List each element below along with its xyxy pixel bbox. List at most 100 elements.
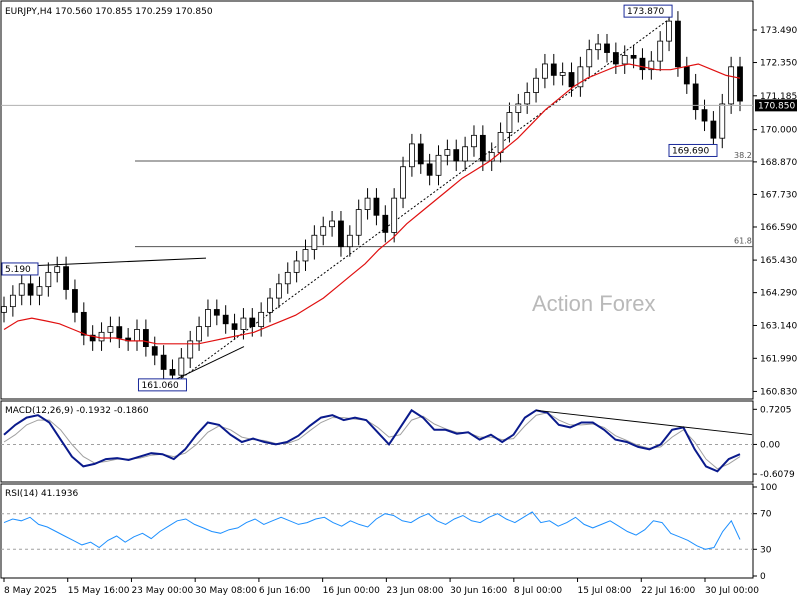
candle-body — [213, 309, 220, 316]
price-annotations: 173.870 169.690 161.060 5.190 — [1, 4, 718, 392]
candle-body — [577, 66, 584, 88]
candle-body — [559, 72, 566, 76]
candle-body — [701, 109, 708, 122]
price-annotation-label: 169.690 — [672, 146, 709, 156]
price-tick-label: 173.490 — [760, 26, 797, 36]
macd-trendline — [536, 409, 753, 436]
macd-tick-label: 0.00 — [760, 440, 780, 450]
candle-body — [515, 103, 522, 113]
candle-body — [98, 331, 105, 342]
time-tick-label: 30 May 08:00 — [195, 586, 257, 596]
price-tick-label: 161.990 — [760, 354, 797, 364]
rsi-tick-label: 30 — [760, 545, 772, 555]
candle-body — [417, 143, 424, 165]
candle-body — [373, 197, 380, 216]
candle-body — [488, 152, 495, 162]
candle-body — [249, 317, 256, 328]
candle-body — [329, 220, 335, 228]
candle-body — [346, 234, 353, 248]
candle-body — [205, 309, 211, 328]
candle-body — [196, 326, 202, 342]
time-tick-label: 23 May 00:00 — [131, 586, 193, 596]
candle-body — [302, 249, 309, 262]
time-tick-label: 8 May 2025 — [4, 586, 57, 596]
candle-body — [595, 43, 602, 51]
time-tick-label: 22 Jul 16:00 — [641, 586, 695, 596]
macd-tick-label: -0.6079 — [760, 470, 795, 480]
time-tick-label: 23 Jun 08:00 — [386, 586, 443, 596]
macd-panel-frame — [0, 400, 754, 483]
candle-body — [338, 220, 344, 248]
candles — [1, 11, 743, 386]
candle-body — [258, 311, 265, 328]
fib-level-label: 61.8 — [734, 237, 752, 246]
rsi-line — [3, 511, 741, 550]
candle-body — [54, 266, 61, 273]
watermark: Action Forex — [532, 291, 656, 316]
price-tick-label: 166.590 — [760, 223, 797, 233]
candle-body — [116, 326, 123, 339]
price-tick-label: 165.430 — [760, 256, 797, 266]
candle-body — [9, 294, 16, 308]
macd-axis: 0.7205 0.00 -0.6079 — [753, 405, 795, 480]
candle-body — [692, 83, 699, 111]
candle-body — [169, 369, 176, 376]
candle-body — [382, 214, 389, 233]
candle-body — [151, 346, 158, 356]
rsi-tick-label: 100 — [760, 483, 777, 493]
candle-body — [533, 77, 539, 93]
fib-levels: 38.2 61.8 — [135, 151, 753, 248]
macd-tick-label: 0.7205 — [760, 405, 792, 415]
price-tick-label: 170.000 — [760, 126, 797, 136]
rsi-panel-frame — [0, 483, 754, 579]
candle-body — [604, 43, 610, 53]
price-panel-frame — [0, 0, 754, 400]
candle-body — [275, 283, 282, 299]
candle-body — [639, 57, 646, 71]
candle-body — [134, 329, 140, 342]
candle-body — [426, 163, 433, 176]
candle-body — [728, 66, 735, 105]
time-tick-label: 30 Jun 16:00 — [450, 586, 507, 596]
candle-body — [666, 20, 672, 42]
candle-body — [683, 66, 690, 85]
candle-body — [479, 134, 486, 162]
candle-body — [107, 326, 114, 333]
candle-body — [240, 317, 247, 330]
candle-body — [18, 283, 25, 296]
candle-body — [364, 197, 371, 210]
candle-body — [391, 197, 398, 233]
price-tick-label: 172.350 — [760, 59, 797, 69]
price-tick-label: 171.185 — [760, 92, 797, 102]
price-annotation-label: 173.870 — [627, 7, 664, 17]
time-tick-label: 6 Jun 16:00 — [259, 586, 311, 596]
candle-body — [187, 340, 194, 359]
candle-body — [586, 49, 593, 68]
candle-body — [400, 166, 406, 199]
candle-body — [27, 283, 34, 296]
price-annotation-box — [623, 4, 673, 18]
candle-body — [621, 54, 628, 65]
time-tick-label: 16 Jun 00:00 — [323, 586, 380, 596]
candle-body — [435, 154, 442, 176]
price-annotation-box — [1, 262, 39, 276]
time-tick-label: 30 Jul 00:00 — [705, 586, 759, 596]
candle-body — [409, 143, 415, 168]
macd-label: MACD(12,26,9) -0.1932 -0.1860 — [5, 406, 149, 416]
candle-body — [72, 289, 78, 313]
candle-body — [36, 286, 43, 296]
last-price-badge — [755, 99, 797, 112]
candle-body — [284, 271, 291, 285]
candle-body — [80, 311, 87, 336]
candle-body — [524, 92, 531, 105]
candle-body — [471, 134, 477, 148]
time-tick-label: 15 May 16:00 — [68, 586, 130, 596]
candle-body — [719, 103, 726, 139]
rsi-tick-label: 70 — [760, 510, 772, 520]
candle-body — [497, 132, 504, 153]
candle-body — [293, 260, 300, 273]
candle-body — [63, 266, 69, 290]
price-annotation-label: 161.060 — [141, 381, 178, 391]
